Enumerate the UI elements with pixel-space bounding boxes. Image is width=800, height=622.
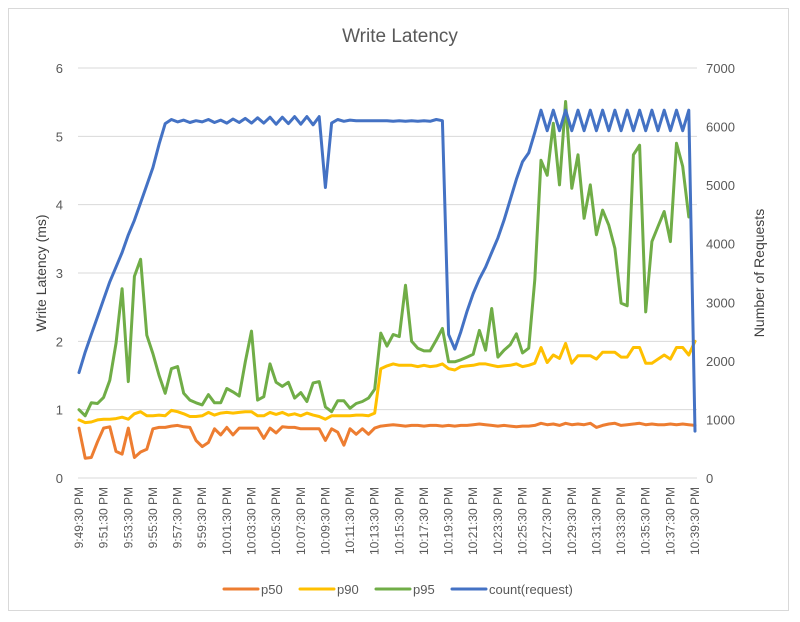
chart-frame (8, 8, 789, 611)
legend-label: count(request) (489, 582, 573, 597)
x-tick-label: 10:37:30 PM (663, 487, 677, 555)
y2-tick-label: 3000 (706, 295, 735, 310)
y-tick-label: 1 (56, 403, 63, 418)
y2-tick-label: 2000 (706, 354, 735, 369)
series-lines (77, 100, 697, 460)
x-tick-label: 9:53:30 PM (121, 487, 135, 548)
gridlines (78, 67, 697, 479)
x-tick-label: 10:25:30 PM (516, 487, 530, 555)
y-tick-label: 5 (56, 129, 63, 144)
x-tick-label: 9:51:30 PM (97, 487, 111, 548)
y-tick-label: 4 (56, 198, 63, 213)
legend-item: count(request) (450, 582, 573, 597)
legend-label: p90 (337, 582, 359, 597)
legend-item: p90 (298, 582, 359, 597)
y2-axis-ticks: 0 1000 2000 3000 4000 5000 6000 7000 (706, 61, 735, 486)
y2-tick-label: 1000 (706, 412, 735, 427)
legend: p50 p90 p95 count(request) (222, 582, 573, 597)
x-tick-label: 10:15:30 PM (392, 487, 406, 555)
x-tick-label: 10:17:30 PM (417, 487, 431, 555)
x-tick-label: 9:59:30 PM (195, 487, 209, 548)
x-axis-ticks: 9:49:30 PM 9:51:30 PM 9:53:30 PM 9:55:30 PM… (72, 487, 702, 555)
series-line-p95 (77, 100, 691, 418)
x-tick-label: 10:07:30 PM (294, 487, 308, 555)
x-tick-label: 10:23:30 PM (491, 487, 505, 555)
y2-tick-label: 5000 (706, 178, 735, 193)
y2-axis-title: Number of Requests (751, 209, 767, 337)
legend-label: p50 (261, 582, 283, 597)
x-tick-label: 10:11:30 PM (343, 487, 357, 554)
x-tick-label: 10:13:30 PM (368, 487, 382, 555)
x-tick-label: 10:21:30 PM (466, 487, 480, 555)
x-tick-label: 10:39:30 PM (688, 487, 702, 555)
x-tick-label: 10:19:30 PM (442, 487, 456, 555)
legend-item: p50 (222, 582, 283, 597)
x-tick-label: 10:01:30 PM (220, 487, 234, 555)
chart-title: Write Latency (342, 26, 458, 47)
x-tick-label: 10:03:30 PM (244, 487, 258, 555)
series-line-p50 (77, 421, 697, 460)
legend-item: p95 (374, 582, 435, 597)
y2-tick-label: 0 (706, 471, 713, 486)
y2-tick-label: 7000 (706, 61, 735, 76)
y-tick-label: 2 (56, 334, 63, 349)
y2-tick-label: 4000 (706, 237, 735, 252)
x-tick-label: 10:35:30 PM (639, 487, 653, 555)
y-tick-label: 6 (56, 61, 63, 76)
x-tick-label: 10:27:30 PM (540, 487, 554, 555)
y2-tick-label: 6000 (706, 120, 735, 135)
series-line-p90 (77, 339, 697, 425)
x-tick-label: 10:05:30 PM (269, 487, 283, 555)
x-tick-label: 10:09:30 PM (318, 487, 332, 555)
x-tick-label: 10:29:30 PM (565, 487, 579, 555)
x-tick-label: 10:33:30 PM (614, 487, 628, 555)
series-line-countrequest (77, 108, 697, 433)
y-tick-label: 0 (56, 471, 63, 486)
x-tick-label: 9:57:30 PM (171, 487, 185, 548)
y-tick-label: 3 (56, 266, 63, 281)
x-tick-label: 9:55:30 PM (146, 487, 160, 548)
x-tick-label: 9:49:30 PM (72, 487, 86, 548)
y-axis-ticks: 0 1 2 3 4 5 6 (56, 61, 63, 486)
legend-label: p95 (413, 582, 435, 597)
y-axis-title: Write Latency (ms) (33, 214, 49, 331)
x-tick-label: 10:31:30 PM (589, 487, 603, 555)
